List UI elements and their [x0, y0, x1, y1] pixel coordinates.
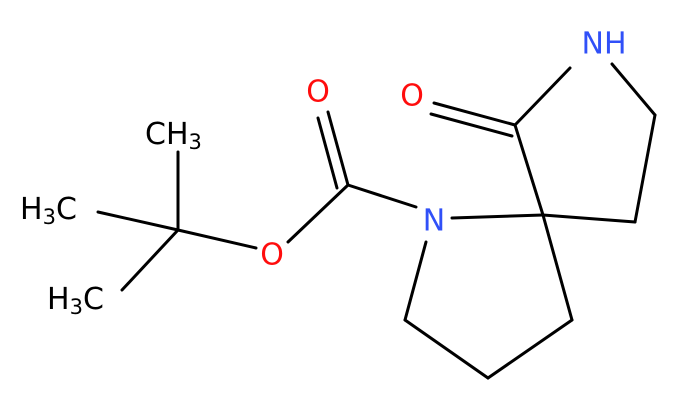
bond: [513, 123, 545, 217]
bond: [429, 112, 514, 138]
bond: [316, 116, 339, 190]
bond: [432, 101, 517, 127]
label-part: H: [20, 192, 43, 227]
atom-label: O: [400, 79, 424, 114]
bond: [403, 318, 490, 380]
bond: [326, 110, 350, 187]
atom-label: N: [423, 204, 445, 239]
label-part: C: [83, 282, 104, 317]
atom-label: O: [306, 75, 330, 110]
bonds: [96, 62, 657, 380]
bond: [450, 213, 545, 220]
atom-label: O: [260, 238, 284, 273]
bond: [513, 66, 572, 127]
bond: [541, 213, 574, 322]
methyl-label: H3C: [20, 192, 77, 230]
label-part: CH: [145, 117, 189, 152]
methyl-label: CH3: [145, 117, 202, 155]
bond: [486, 318, 574, 380]
label-part: C: [56, 192, 77, 227]
bond: [610, 62, 657, 117]
methyl-label: H3C: [47, 282, 104, 320]
label-part: 3: [189, 130, 202, 154]
bond: [541, 213, 637, 224]
bond: [403, 240, 428, 322]
label-part: 3: [70, 295, 83, 319]
bond: [286, 183, 350, 244]
bond: [176, 228, 258, 250]
bond: [346, 183, 418, 209]
bond: [96, 210, 180, 232]
bond: [120, 228, 180, 292]
bond: [633, 113, 657, 224]
atom-label: NH: [582, 27, 627, 62]
label-part: 3: [43, 205, 56, 229]
label-part: H: [47, 282, 70, 317]
